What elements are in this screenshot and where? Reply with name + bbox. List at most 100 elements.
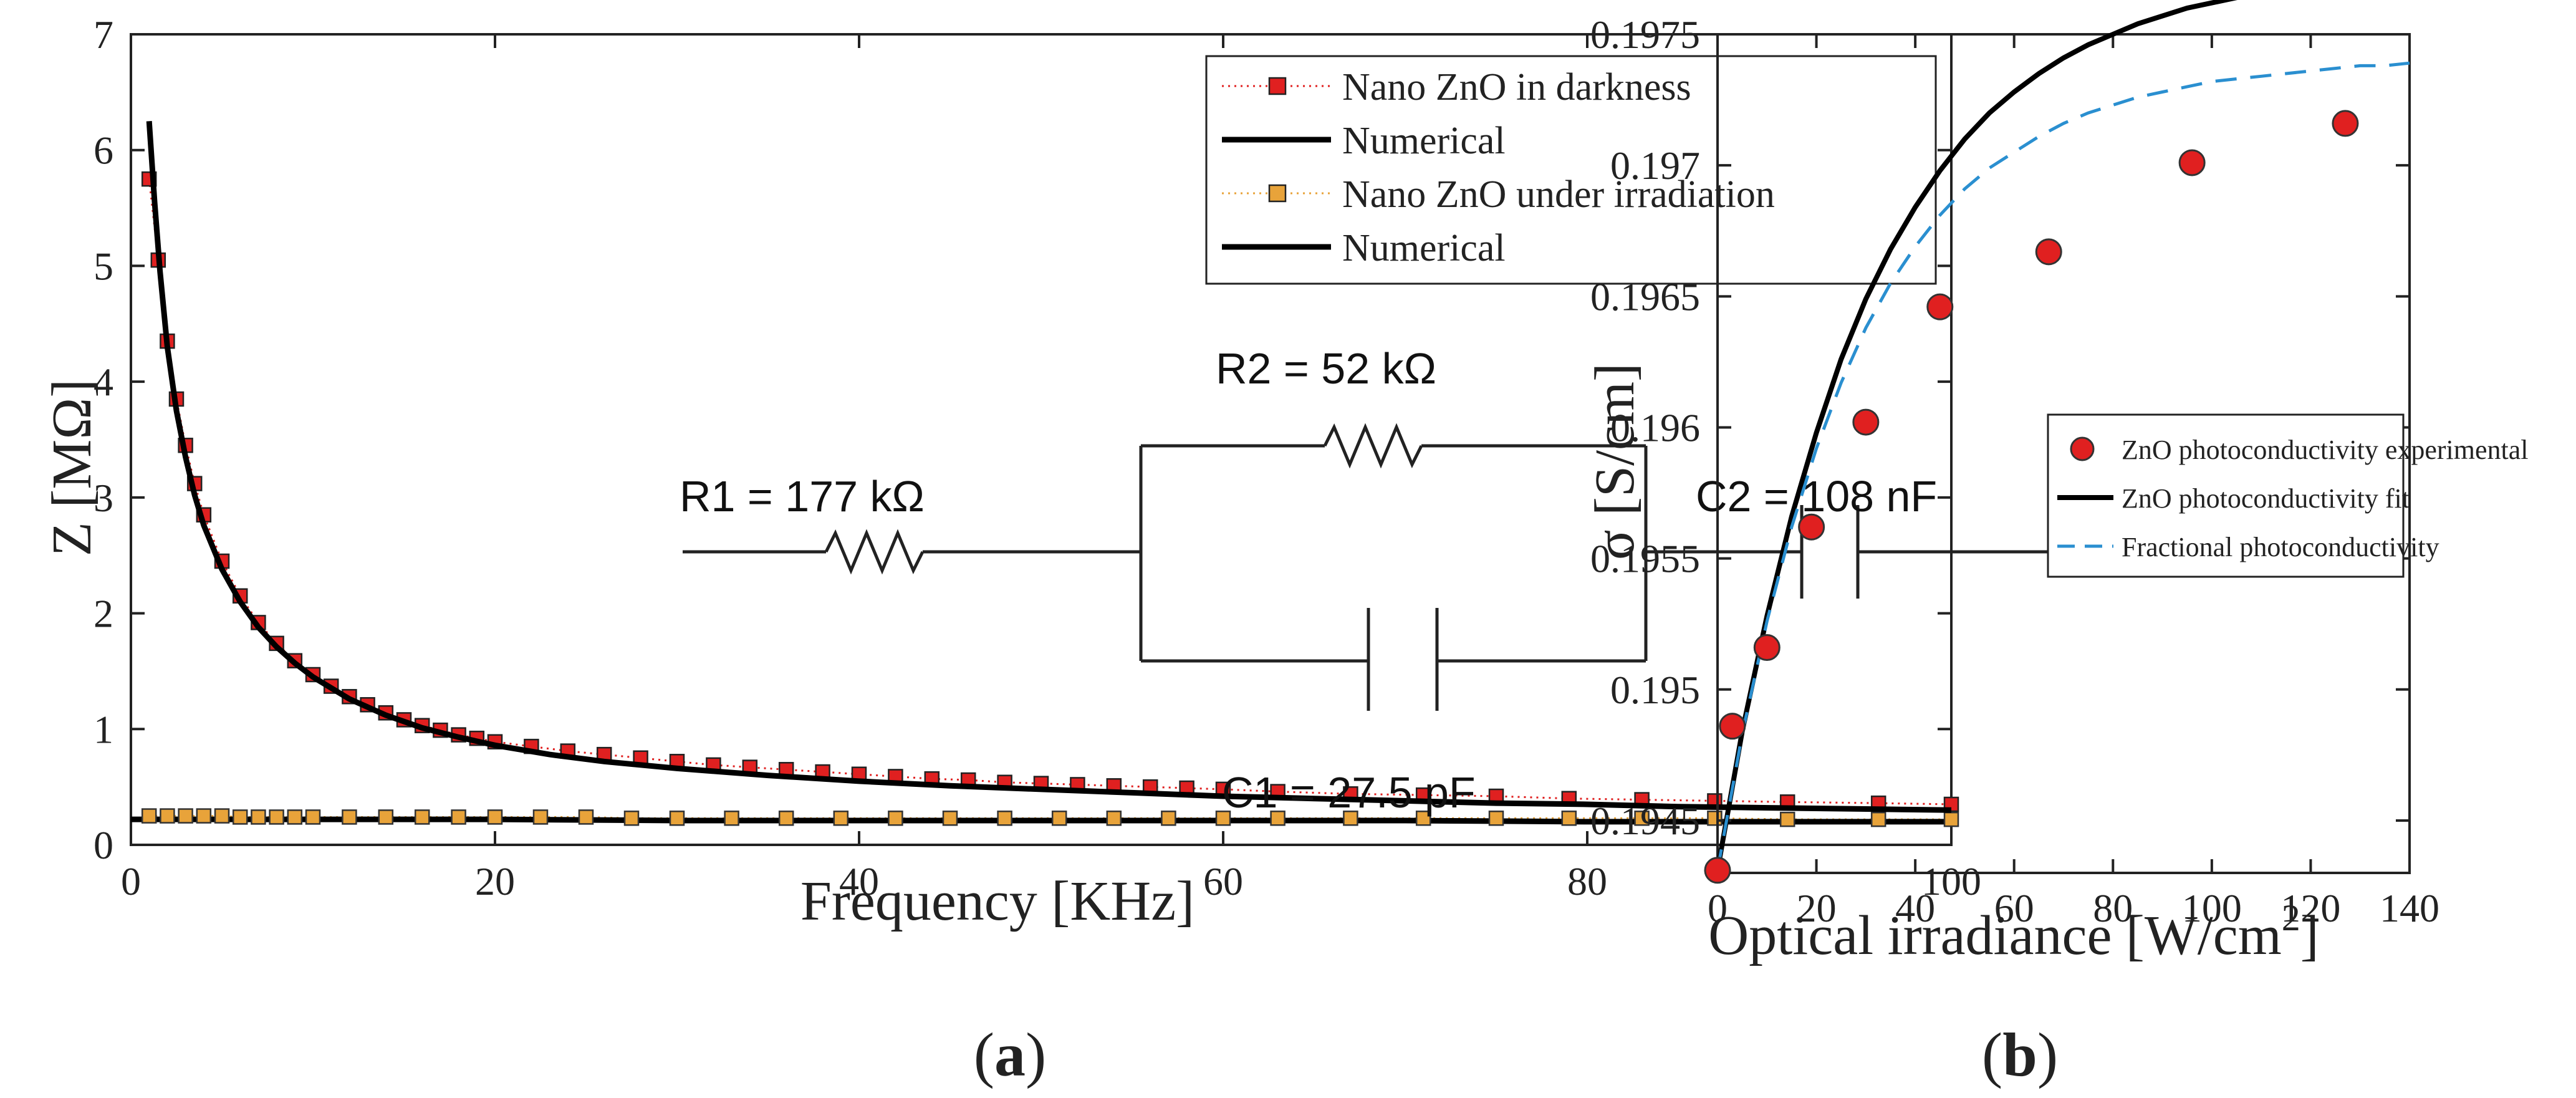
panel-b-x-tick-label: 120 [2280,886,2340,930]
irradiation-point [1779,811,1795,827]
series-numerical-darkness-line [146,120,1952,813]
panel-a-y-tick-label: 7 [94,12,113,57]
irradiation-point [251,809,266,825]
panel-a-caption-close: ) [1026,1020,1046,1089]
panel-a-x-tick-label: 60 [1203,859,1243,903]
panel-b-y-tick-label: 0.1975 [1590,12,1700,57]
chart-panel-b: 0 20 40 60 80 100 120 140 0.1945 0.195 0.1955 0.196… [1584,0,2529,1089]
panel-a-legend-label: Numerical [1342,227,1506,269]
panel-b-x-tick-label: 140 [2380,886,2439,930]
panel-b-legend-label: ZnO photoconductivity experimental [2122,435,2529,465]
panel-a-legend-label: Numerical [1342,120,1506,162]
panel-b-y-tick-label: 0.195 [1610,668,1700,712]
panel-b-caption-close: ) [2037,1020,2058,1089]
irradiation-point [178,808,193,824]
panel-a-legend: Nano ZnO in darkness Numerical Nano ZnO un… [1205,55,1937,285]
panel-a-x-tick-label: 0 [121,859,141,903]
label-c1: C1 = 27.5 pF [1222,768,1476,817]
irradiation-point [342,809,357,825]
panel-b-x-axis-label-sup: 2 [2282,897,2300,938]
resistor-r1 [824,529,925,575]
irradiation-point [1943,811,1959,827]
panel-a-caption: (a) [974,1020,1047,1089]
irradiation-point [269,809,284,825]
panel-a-y-tick-label: 3 [94,476,113,520]
series-fit-line [1715,0,2238,871]
panel-b-x-axis-label-main: Optical irradiance [W/cm [1708,905,2282,966]
panel-b-y-axis-label: σ [S/cm] [1584,363,1646,560]
panel-a-x-tick-label: 100 [1921,859,1981,903]
irradiation-point [378,809,394,825]
irradiation-point [1634,811,1650,826]
panel-a-x-tick-label: 20 [475,859,515,903]
experimental-point [2035,238,2062,266]
irradiation-point [196,808,212,824]
panel-b-y-tick-label: 0.1945 [1590,799,1700,843]
panel-a-legend-label: Nano ZnO in darkness [1342,66,1691,108]
panel-a-y-axis-label: Z [MΩ] [41,379,103,556]
experimental-point [1719,713,1746,740]
panel-b-legend-label: ZnO photoconductivity fit [2122,483,2410,514]
label-c2: C2 = 108 nF [1696,472,1937,521]
irradiation-point [669,811,685,826]
irradiation-point [1270,811,1286,826]
irradiation-point [141,808,157,824]
panel-b-x-tick-label: 100 [2182,886,2242,930]
irradiation-point [287,809,303,825]
irradiation-point [414,809,430,825]
experimental-point [2178,149,2206,176]
resistor-r2 [1323,423,1423,469]
experimental-point [1852,408,1880,436]
irradiation-point [1051,811,1067,826]
irradiation-point [942,811,958,826]
panel-b-series [1704,0,2410,884]
irradiation-point [1561,811,1577,826]
irradiation-point [1415,811,1431,826]
irradiation-point [833,811,849,826]
panel-a-caption-letter: a [994,1020,1026,1089]
experimental-point [1798,513,1825,541]
panel-a-legend-label: Nano ZnO under irradiation [1342,173,1775,216]
panel-a-y-tick-label: 2 [94,592,113,636]
equivalent-circuit-diagram [683,423,2064,711]
irradiation-point [451,809,466,825]
panel-a-axes: 0 20 40 60 80 100 0 1 2 3 4 5 6 7 [94,12,1981,903]
irradiation-point [305,809,321,825]
irradiation-point [1343,811,1358,826]
panel-b-plot-frame [1716,33,2411,874]
irradiation-point [532,809,549,825]
irradiation-point [1161,811,1176,826]
irradiation-point [1215,811,1231,826]
panel-b-caption-letter: b [2002,1020,2037,1089]
panel-a-series [131,120,1959,827]
irradiation-point [1106,811,1122,826]
experimental-point [1704,857,1731,884]
panel-b-x-tick-label: 40 [1895,886,1935,930]
experimental-point [1926,293,1954,320]
series-fractional-line [1716,61,2410,871]
irradiation-point [724,811,739,826]
irradiation-point [1707,811,1723,826]
experimental-point [2332,110,2359,137]
panel-b-legend: ZnO photoconductivity experimental ZnO ph… [2047,413,2529,578]
irradiation-point [997,811,1012,826]
experimental-point [1753,634,1781,662]
irradiation-point [888,811,903,826]
panel-b-y-tick-label: 0.197 [1610,143,1700,188]
panel-b-x-tick-label: 80 [2093,886,2133,930]
panel-a-x-tick-label: 40 [839,859,879,903]
panel-a-legend-marker [1268,77,1287,95]
panel-b-x-tick-label: 0 [1708,886,1728,930]
panel-a-caption-open: ( [974,1020,994,1089]
panel-b-y-tick-label: 0.196 [1610,405,1700,450]
panel-a-y-tick-label: 6 [94,128,113,173]
label-r2: R2 = 52 kΩ [1216,344,1436,393]
irradiation-point [1488,811,1504,826]
panel-b-x-tick-label: 60 [1994,886,2034,930]
panel-a-y-tick-label: 1 [94,707,113,751]
panel-b-x-axis-label-end: ] [2300,905,2319,966]
panel-b-caption-open: ( [1982,1020,2002,1089]
panel-a-x-tick-label: 80 [1567,859,1607,903]
irradiation-point [778,811,794,826]
